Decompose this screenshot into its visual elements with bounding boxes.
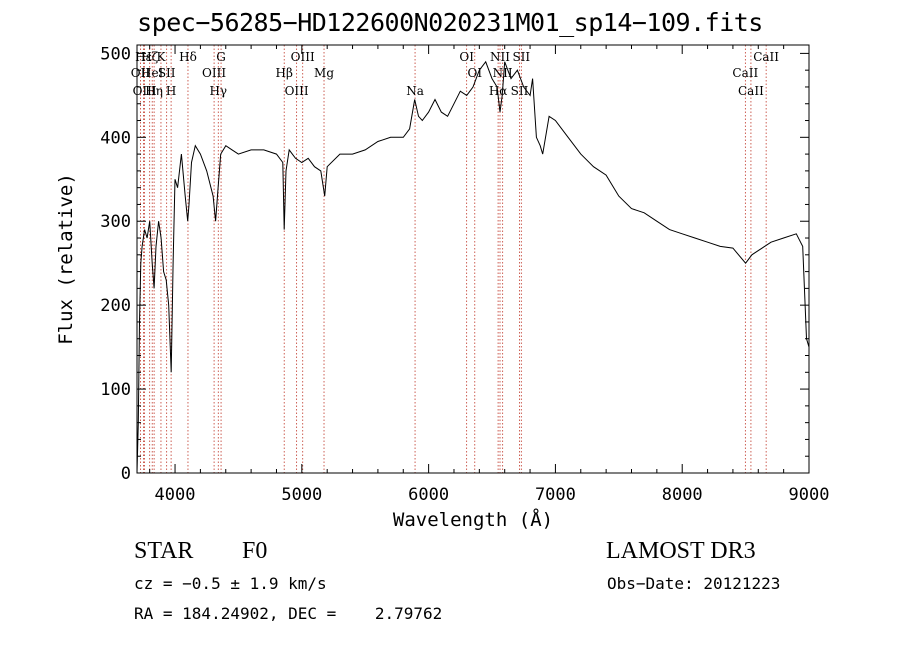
x-axis-label: Wavelength (Å) (392, 509, 554, 531)
line-label-6: K (156, 50, 166, 64)
line-label-24: SII (512, 50, 530, 64)
object-subclass: F0 (242, 538, 268, 564)
y-axis-ticks: 0 100 200 300 400 500 (100, 44, 809, 484)
line-label-20: Hα (489, 84, 508, 98)
line-label-12: G (216, 50, 226, 64)
y-tick-label: 400 (100, 128, 131, 148)
line-label-2: OIII (133, 84, 157, 98)
chart-title: spec−56285−HD122600N020231M01_sp14−109.f… (137, 8, 763, 37)
coordinates-text: RA = 184.24902, DEC = 2.79762 (134, 604, 443, 623)
line-label-4: HeI (141, 66, 164, 80)
y-tick-label: 500 (100, 44, 131, 64)
y-axis-label: Flux (relative) (55, 173, 77, 345)
line-label-5: Hη (145, 84, 163, 98)
line-label-10: OIII (202, 66, 226, 80)
observation-date: Obs−Date: 20121223 (607, 574, 781, 593)
line-label-7: SII (158, 66, 176, 80)
x-tick-label: 8000 (662, 485, 703, 505)
plot-frame (136, 44, 810, 474)
y-tick-label: 0 (121, 464, 131, 484)
line-label-18: OI (459, 50, 474, 64)
y-tick-label: 200 (100, 296, 131, 316)
line-label-15: OIII (291, 50, 315, 64)
line-label-14: OIII (285, 84, 309, 98)
x-axis-ticks: 4000 5000 6000 7000 8000 9000 (149, 45, 830, 505)
x-tick-label: 5000 (281, 485, 322, 505)
line-label-27: CaII (753, 50, 779, 64)
line-label-21: NII (490, 50, 510, 64)
line-label-3: Hζ (141, 50, 158, 64)
line-label-9: Hδ (179, 50, 197, 64)
x-tick-label: 7000 (535, 485, 576, 505)
x-tick-label: 6000 (408, 485, 449, 505)
line-label-23: SII (511, 84, 529, 98)
x-tick-label: 9000 (789, 485, 830, 505)
line-label-17: Na (406, 84, 424, 98)
flux-series-line (136, 60, 810, 474)
redshift-text: cz = −0.5 ± 1.9 km/s (134, 574, 327, 593)
line-label-13: Hβ (276, 66, 293, 80)
spectral-line-labels: Hε OII OIII Hζ HeI Hη K SII H Hδ OIII Hγ G Hβ OIII OIII… (131, 50, 780, 98)
object-class: STAR (134, 538, 194, 564)
x-tick-label: 4000 (155, 485, 196, 505)
line-label-16: Mg (314, 66, 334, 80)
spectral-line-markers (140, 45, 767, 473)
line-label-1: OII (131, 66, 151, 80)
line-label-25: CaII (732, 66, 758, 80)
y-tick-label: 300 (100, 212, 131, 232)
survey-name: LAMOST DR3 (606, 538, 756, 564)
line-label-26: CaII (738, 84, 764, 98)
line-label-19: OI (467, 66, 482, 80)
y-tick-label: 100 (100, 380, 131, 400)
line-label-22: NII (493, 66, 513, 80)
line-label-8: H (166, 84, 176, 98)
line-label-11: Hγ (209, 84, 227, 98)
line-label-0: Hε (135, 50, 152, 64)
